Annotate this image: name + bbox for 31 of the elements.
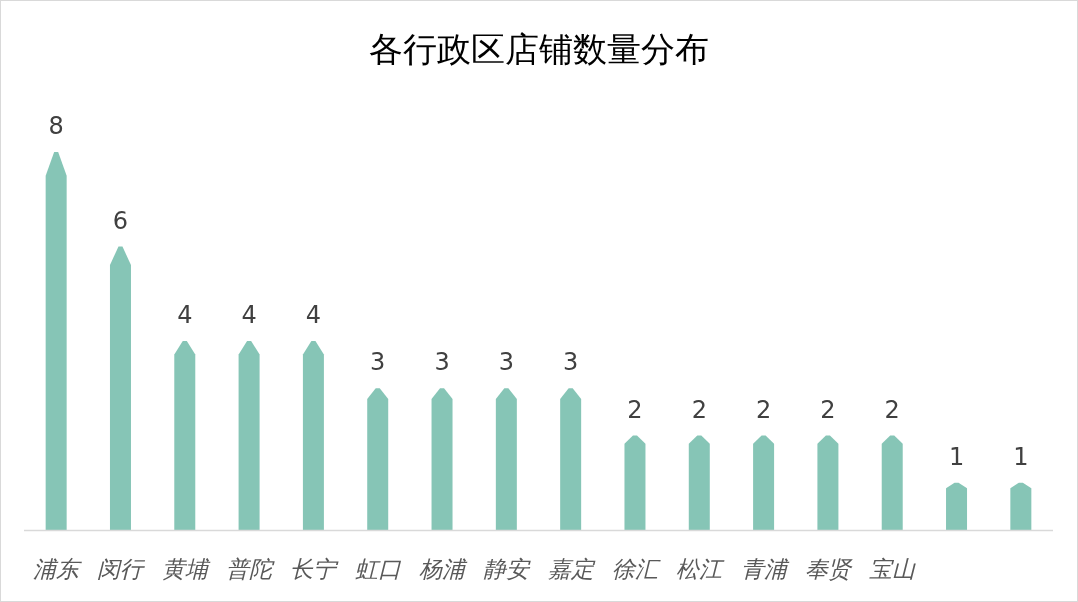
x-tick-label: 杨浦: [419, 556, 469, 582]
data-label: 4: [305, 301, 322, 329]
x-tick-label: 普陀: [226, 556, 276, 582]
data-label: 3: [498, 348, 514, 377]
data-label: 2: [755, 395, 772, 424]
data-label: 8: [48, 112, 64, 140]
chart-title: 各行政区店铺数量分布: [369, 29, 709, 69]
x-tick-label: 徐汇: [611, 556, 661, 582]
data-label: 2: [627, 395, 643, 424]
data-label: 2: [691, 395, 707, 424]
data-label: 1: [1013, 442, 1029, 471]
x-tick-label: 闵行: [97, 556, 147, 582]
x-tick-label: 虹口: [354, 556, 402, 582]
data-label: 3: [563, 348, 579, 377]
x-tick-label: 嘉定: [547, 556, 596, 582]
x-tick-label: 青浦: [740, 556, 790, 582]
x-tick-label: 黄埔: [161, 556, 211, 582]
data-label: 3: [370, 348, 386, 377]
x-tick-label: 长宁: [290, 556, 340, 582]
data-label: 2: [884, 395, 900, 424]
x-tick-label: 宝山: [869, 556, 917, 582]
x-tick-label: 奉贤: [804, 556, 853, 582]
data-label: 1: [948, 442, 965, 471]
data-label: 4: [241, 301, 257, 329]
x-tick-label: 松江: [676, 556, 726, 582]
data-label: 6: [112, 206, 129, 235]
data-label: 3: [434, 348, 450, 377]
data-label: 2: [820, 395, 836, 424]
data-label: 4: [177, 301, 193, 329]
x-tick-label: 静安: [483, 556, 532, 582]
x-tick-label: 浦东: [33, 556, 83, 582]
